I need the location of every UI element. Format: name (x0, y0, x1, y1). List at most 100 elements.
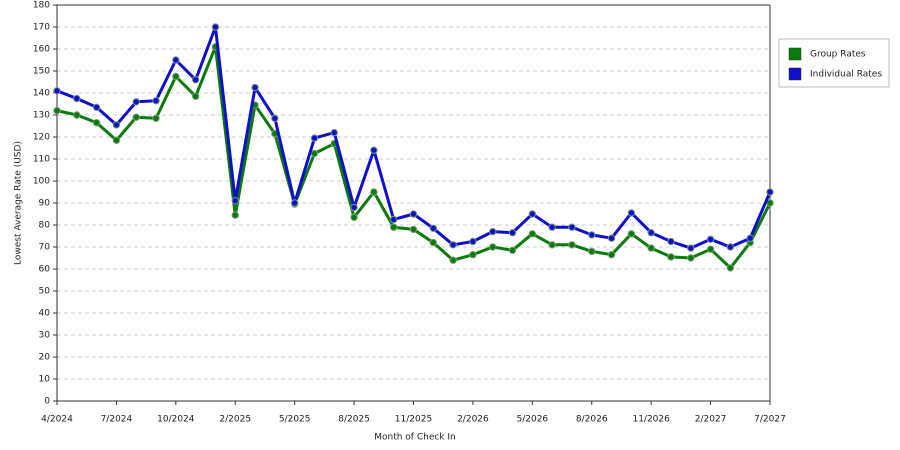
data-point (132, 113, 140, 121)
data-point (588, 231, 596, 239)
data-point (627, 209, 636, 217)
y-tick-label: 50 (39, 287, 51, 297)
data-point (53, 87, 61, 95)
x-tick-label: 2/2027 (695, 415, 727, 425)
data-point (152, 114, 160, 123)
data-point (489, 227, 497, 236)
data-point (726, 264, 735, 272)
data-point (449, 241, 457, 249)
data-point (627, 230, 636, 238)
x-tick-label: 8/2026 (576, 415, 608, 425)
data-point (310, 134, 319, 142)
data-point (528, 230, 537, 238)
x-tick-label: 2/2026 (457, 415, 489, 425)
data-point (706, 245, 715, 253)
data-point (310, 149, 319, 158)
data-point (508, 246, 517, 255)
data-point (548, 241, 556, 249)
data-point (350, 203, 358, 212)
data-point (469, 237, 477, 246)
y-tick-label: 150 (33, 67, 50, 77)
data-point (191, 76, 200, 84)
y-tick-label: 100 (33, 177, 50, 187)
data-point (508, 229, 517, 237)
data-point (211, 23, 220, 31)
y-tick-label: 80 (39, 221, 51, 231)
x-tick-label: 10/2024 (157, 415, 195, 425)
data-point (92, 119, 101, 127)
data-point (667, 253, 675, 261)
plot-area (57, 5, 770, 401)
data-point (548, 223, 556, 231)
y-tick-label: 70 (39, 243, 51, 253)
data-point (449, 256, 457, 264)
y-tick-label: 160 (33, 45, 50, 55)
y-tick-label: 170 (33, 23, 50, 33)
data-point (132, 98, 140, 106)
data-point (766, 188, 774, 196)
x-tick-label: 5/2025 (279, 415, 311, 425)
y-tick-label: 180 (33, 1, 50, 11)
data-point (687, 244, 695, 252)
x-tick-label: 7/2024 (101, 415, 133, 425)
data-point (528, 210, 537, 218)
x-axis-label: Month of Check In (374, 433, 456, 443)
y-tick-label: 30 (39, 331, 51, 341)
y-tick-label: 90 (39, 199, 51, 209)
y-tick-label: 130 (33, 111, 50, 121)
data-point (726, 243, 735, 251)
y-tick-label: 140 (33, 89, 50, 99)
data-point (231, 197, 239, 205)
legend-swatch (788, 47, 802, 61)
data-point (370, 188, 378, 196)
data-point (607, 251, 616, 259)
data-point (489, 243, 497, 251)
data-point (647, 244, 655, 252)
data-point (330, 128, 338, 137)
data-point (152, 97, 160, 105)
data-point (429, 238, 438, 247)
x-tick-label: 11/2026 (632, 415, 670, 425)
data-point (271, 114, 279, 123)
data-point (389, 223, 398, 231)
data-point (231, 211, 239, 219)
data-point (92, 103, 101, 112)
data-point (607, 234, 616, 242)
x-tick-label: 11/2025 (395, 415, 432, 425)
y-tick-label: 120 (33, 133, 50, 143)
data-point (370, 146, 378, 154)
data-point (73, 111, 81, 119)
data-point (73, 94, 81, 103)
data-point (290, 199, 299, 207)
legend-label: Group Rates (810, 50, 866, 60)
y-tick-label: 60 (39, 265, 51, 275)
data-point (191, 92, 200, 101)
data-point (389, 215, 398, 224)
data-point (469, 251, 477, 259)
data-point (112, 121, 121, 129)
y-tick-label: 0 (44, 397, 50, 407)
data-point (409, 210, 418, 218)
data-point (687, 254, 695, 262)
y-tick-label: 10 (39, 375, 51, 385)
data-point (172, 56, 180, 64)
x-tick-label: 4/2024 (41, 415, 73, 425)
data-point (251, 83, 259, 92)
y-tick-label: 40 (39, 309, 51, 319)
data-point (667, 237, 675, 246)
data-point (706, 235, 715, 244)
y-tick-label: 20 (39, 353, 51, 363)
data-point (53, 106, 61, 115)
data-point (746, 234, 754, 242)
data-point (350, 213, 358, 222)
x-tick-label: 5/2026 (516, 415, 548, 425)
legend-label: Individual Rates (810, 70, 882, 80)
legend-swatch (788, 67, 802, 81)
data-point (568, 241, 576, 249)
y-axis-label: Lowest Average Rate (USD) (14, 141, 24, 265)
data-point (172, 72, 180, 81)
data-point (429, 224, 438, 233)
data-point (409, 225, 418, 234)
data-point (112, 136, 121, 145)
